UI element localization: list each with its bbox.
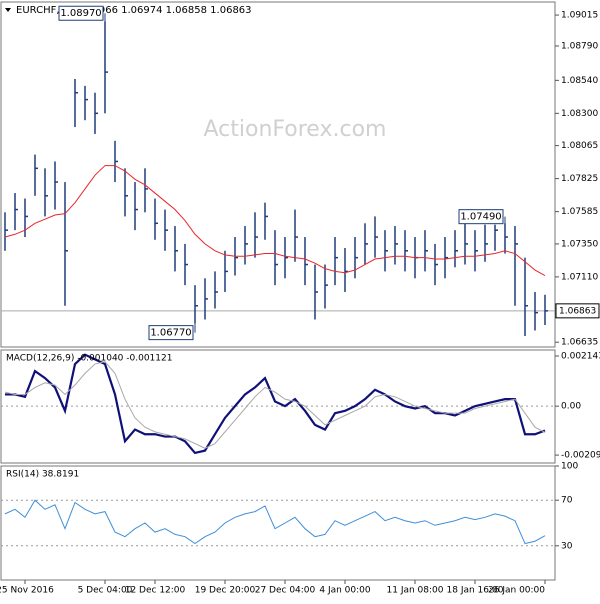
y-tick-label: -0.002092: [561, 451, 600, 461]
y-tick-label: 1.09015: [561, 11, 598, 21]
y-tick-label: 1.07585: [561, 207, 598, 217]
y-tick-label: 0.00: [561, 402, 581, 412]
indicator-title: RSI(14) 38.8191: [6, 470, 79, 480]
x-tick-label: 5 Dec 04:00: [78, 586, 133, 596]
y-tick-label: 30: [561, 541, 573, 551]
annotation-box: [148, 325, 194, 341]
indicator-line: [4, 361, 546, 449]
y-tick-label: 0.002143: [561, 352, 600, 362]
annotation-label: 1.07490: [460, 212, 501, 223]
x-tick-label: 25 Nov 2016: [0, 586, 54, 596]
last-price-label: 1.06863: [559, 306, 596, 316]
x-tick-label: 27 Dec 04:00: [255, 586, 316, 596]
x-tick-label: 26 Jan 00:00: [488, 586, 545, 596]
y-tick-label: 1.08065: [561, 141, 598, 151]
y-tick-label: 1.08540: [561, 76, 598, 86]
last-price-box: [555, 303, 600, 319]
chart-title: EURCHF,H4 1.06966 1.06974 1.06858 1.0686…: [16, 5, 252, 16]
x-tick-label: 18 Jan 16:00: [447, 586, 504, 596]
annotation-label: 1.06770: [150, 328, 191, 339]
y-tick-label: 100: [561, 462, 578, 472]
x-tick-label: 4 Jan 00:00: [319, 586, 371, 596]
x-tick-label: 19 Dec 20:00: [195, 586, 256, 596]
y-tick-label: 1.08300: [561, 109, 598, 119]
indicator-title: MACD(12,26,9) -0.001040 -0.001121: [6, 354, 172, 364]
indicator-line: [5, 353, 546, 455]
indicator-line: [4, 499, 546, 545]
y-tick-label: 70: [561, 496, 573, 506]
annotation-box: [458, 209, 504, 225]
annotation-box: [58, 5, 104, 21]
title-arrow: [5, 8, 11, 12]
y-tick-label: 1.06635: [561, 338, 598, 348]
watermark: ActionForex.com: [204, 117, 387, 142]
x-tick-label: 12 Dec 12:00: [125, 586, 186, 596]
y-tick-label: 1.07825: [561, 174, 598, 184]
y-tick-label: 1.07110: [561, 272, 598, 282]
x-tick-label: 11 Jan 08:00: [387, 586, 444, 596]
annotation-label: 1.08970: [60, 8, 101, 19]
y-tick-label: 1.07350: [561, 239, 598, 249]
y-tick-label: 1.08790: [561, 41, 598, 51]
moving-average: [4, 165, 546, 276]
